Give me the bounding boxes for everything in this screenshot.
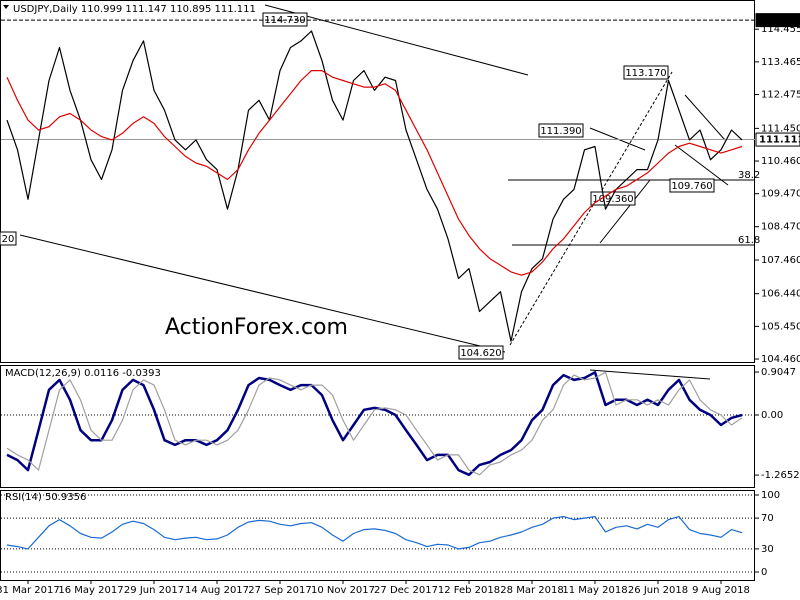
y-tick-label: 104.460 <box>761 354 800 365</box>
x-tick-label: 27 Dec 2017 <box>374 585 438 596</box>
y-tick-label: 100 <box>761 490 780 501</box>
annotation: 111.390 <box>540 126 581 137</box>
y-tick-label: 109.470 <box>761 189 800 200</box>
series-line <box>6 70 743 276</box>
annotation: 113.170 <box>625 68 666 79</box>
annotation-box <box>623 65 669 80</box>
annotation-box <box>458 345 504 360</box>
y-tick-label: 108.470 <box>761 222 800 233</box>
rsi-header: RSI(14) 50.9356 <box>5 492 86 503</box>
x-tick-label: 12 Feb 2018 <box>438 585 500 596</box>
trendline <box>509 71 673 346</box>
annotation: 104.620 <box>460 348 501 359</box>
y-tick-label: 112.475 <box>761 90 800 101</box>
trendline <box>684 94 726 141</box>
y-tick-label: 0.9047 <box>761 367 796 378</box>
series-line <box>6 516 743 550</box>
x-tick-label: 29 Jun 2017 <box>124 585 184 596</box>
y-tick-label: 0 <box>761 567 767 578</box>
trendline <box>19 234 506 353</box>
trendline <box>589 127 646 151</box>
y-tick-label: 111.450 <box>761 123 800 134</box>
trendlines <box>19 4 755 380</box>
y-tick-label: 113.465 <box>761 57 800 68</box>
x-tick-label: 31 Mar 2017 <box>0 585 60 596</box>
y-tick-label: 30 <box>761 544 774 555</box>
annotation-box <box>0 231 17 246</box>
series-line <box>6 371 743 477</box>
level-box <box>755 132 800 147</box>
series-line <box>6 371 743 476</box>
x-tick-label: 26 Jun 2018 <box>628 585 688 596</box>
trendline <box>589 369 711 380</box>
trendline <box>674 144 729 186</box>
x-tick-label: 9 Aug 2018 <box>692 585 750 596</box>
trendline <box>599 179 651 244</box>
annotation: 109.760 <box>671 181 712 192</box>
y-tick-label: 0.00 <box>761 410 783 421</box>
price-header: USDJPY,Daily 110.999 111.147 110.895 111… <box>13 4 256 15</box>
rsi-panel <box>0 490 755 581</box>
trendline <box>264 4 529 76</box>
level-box <box>755 13 800 28</box>
y-tick-label: 106.440 <box>761 289 800 300</box>
level-label: 114.730 <box>759 15 800 26</box>
x-tick-label: 27 Sep 2017 <box>248 585 311 596</box>
macd-header: MACD(12,26,9) 0.0116 -0.0393 <box>5 368 161 379</box>
x-tick-label: 10 Nov 2017 <box>311 585 375 596</box>
header-icon <box>3 5 9 9</box>
y-tick-label: 114.455 <box>761 24 800 35</box>
x-tick-label: 14 Aug 2017 <box>185 585 249 596</box>
x-tick-label: 16 May 2017 <box>58 585 123 596</box>
macd-panel <box>0 365 755 488</box>
watermark: ActionForex.com <box>165 315 348 340</box>
annotation: 20 <box>2 234 15 245</box>
annotation: 38.2 <box>738 170 760 181</box>
y-tick-label: 107.460 <box>761 255 800 266</box>
y-tick-label: 70 <box>761 513 774 524</box>
x-tick-label: 11 May 2018 <box>562 585 627 596</box>
y-tick-label: 105.450 <box>761 321 800 332</box>
level-label: 111.111 <box>759 135 800 146</box>
annotation: 109.360 <box>592 194 633 205</box>
annotation-box <box>538 123 584 138</box>
y-tick-label: 110.460 <box>761 156 800 167</box>
x-tick-label: 28 Mar 2018 <box>500 585 563 596</box>
price-panel <box>0 0 755 363</box>
annotation-box <box>590 191 636 206</box>
series-line <box>6 30 743 342</box>
annotation-box <box>262 12 308 27</box>
y-tick-label: -1.2652 <box>761 470 800 481</box>
annotation-box <box>669 178 715 193</box>
annotations: 114.730 111.390 113.170 109.760 109.360 … <box>0 12 760 360</box>
annotation: 61.8 <box>738 235 760 246</box>
